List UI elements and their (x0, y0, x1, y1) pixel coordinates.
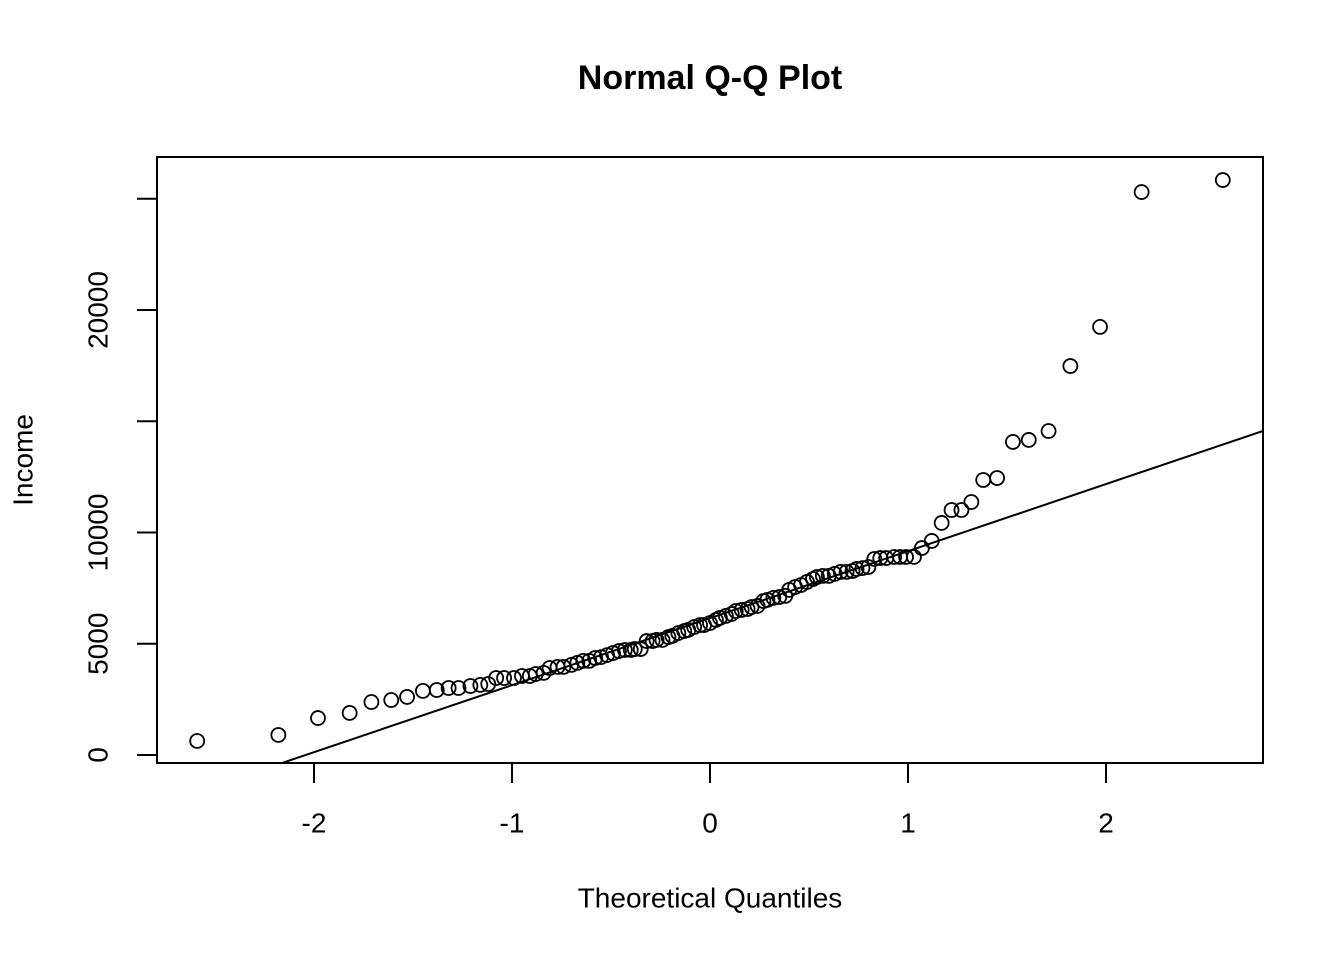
point (616, 642, 633, 658)
point (886, 549, 903, 565)
point (440, 680, 457, 696)
point (450, 680, 467, 696)
point (496, 670, 512, 686)
point (506, 670, 522, 686)
point (809, 569, 825, 585)
point (765, 590, 782, 606)
point (415, 683, 431, 699)
point (462, 678, 479, 694)
point (363, 694, 380, 710)
point (648, 632, 665, 648)
chart-title: Normal Q-Q Plot (578, 59, 842, 97)
point (611, 643, 627, 659)
plot-area (189, 172, 1263, 763)
point (933, 515, 950, 531)
point (692, 617, 709, 633)
point (727, 603, 744, 619)
point (733, 602, 750, 618)
point (848, 561, 865, 577)
point (953, 502, 970, 518)
y-tick-label: 5000 (82, 613, 113, 675)
point (1133, 184, 1150, 200)
y-tick-label: 20000 (82, 271, 113, 349)
point (527, 666, 544, 682)
point (632, 641, 649, 657)
point (480, 676, 497, 692)
point (638, 633, 655, 649)
point (943, 502, 960, 518)
y-tick-label: 0 (82, 747, 113, 763)
x-tick-label: 0 (702, 807, 718, 838)
point (1005, 434, 1021, 450)
point (472, 677, 489, 693)
point (310, 710, 326, 726)
point (555, 658, 572, 675)
point (189, 733, 206, 749)
point (1214, 172, 1231, 188)
point (898, 549, 914, 565)
y-tick-label: 10000 (82, 494, 113, 572)
point (854, 560, 871, 576)
point (989, 470, 1005, 486)
point (428, 682, 445, 698)
y-axis-label: Income (7, 414, 38, 506)
x-tick-label: -1 (500, 807, 525, 838)
point (866, 551, 883, 567)
point (270, 727, 287, 743)
point (1020, 432, 1037, 448)
plot-frame (156, 156, 1264, 764)
point (838, 563, 855, 580)
point (626, 641, 643, 657)
x-tick-label: 2 (1098, 807, 1114, 838)
point (860, 559, 877, 575)
x-axis-label: Theoretical Quantiles (578, 882, 843, 913)
point (1092, 319, 1108, 335)
point (1062, 358, 1079, 374)
point (975, 472, 992, 488)
point (575, 652, 592, 669)
point (1040, 423, 1057, 439)
point (341, 705, 358, 721)
point (383, 692, 400, 708)
point (399, 689, 415, 705)
x-tick-label: -2 (302, 807, 327, 838)
point (963, 494, 980, 510)
point (832, 563, 849, 580)
point (814, 567, 831, 584)
point (723, 606, 740, 622)
point (488, 670, 505, 686)
point (923, 533, 940, 549)
point (587, 650, 604, 666)
point (906, 549, 922, 565)
x-tick-label: 1 (900, 807, 916, 838)
